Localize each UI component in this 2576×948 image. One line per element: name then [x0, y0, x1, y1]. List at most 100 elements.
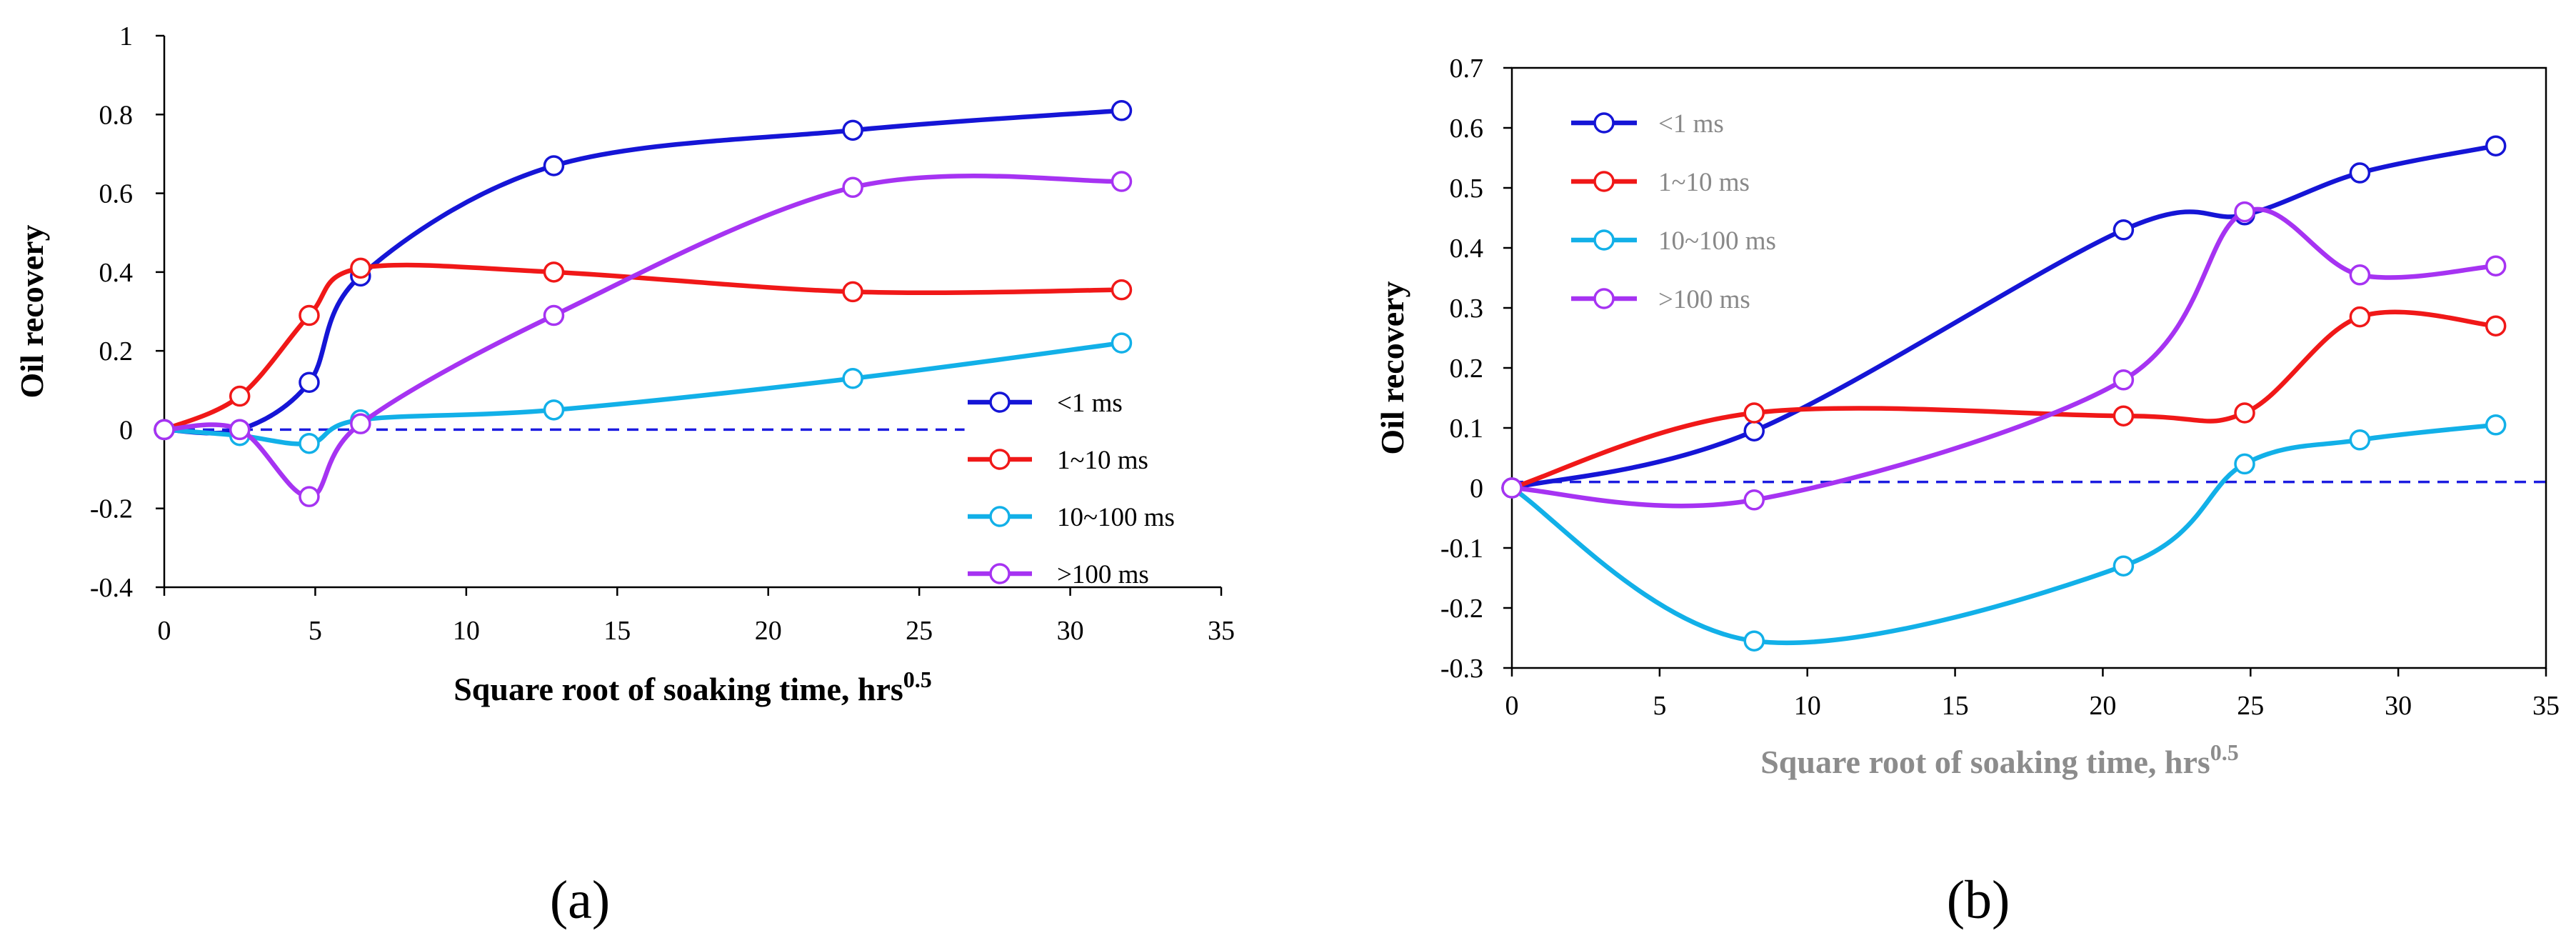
- data-point: [229, 419, 251, 441]
- data-point: [842, 281, 863, 303]
- data-point: [299, 371, 320, 394]
- plot-frame: [1510, 66, 2547, 669]
- legend-swatch-marker: [1593, 288, 1615, 309]
- y-tick-label: 0.4: [99, 258, 134, 288]
- legend-swatch-marker: [989, 391, 1011, 413]
- data-point: [2349, 429, 2371, 451]
- y-tick-label: 0: [119, 415, 133, 445]
- data-point: [2113, 369, 2135, 391]
- y-tick-label: 0: [1470, 474, 1483, 504]
- y-axis-title: Oil recovery: [14, 224, 50, 398]
- legend-label: 10~100 ms: [1057, 503, 1175, 532]
- chart-panel-b: -0.3 -0.2 -0.1 0 0.1 0.2 0.3 0.4 0.5 0.6 0.7 0 5 10 15…: [1374, 54, 2560, 930]
- x-axis-title-superscript: 0.5: [2210, 739, 2239, 765]
- panel-label: (a): [550, 870, 610, 930]
- data-point: [2113, 219, 2135, 241]
- legend-label: 1~10 ms: [1658, 168, 1750, 197]
- legend-label: 1~10 ms: [1057, 446, 1148, 475]
- legend-entry: 1~10 ms: [1571, 168, 1750, 197]
- data-point: [229, 385, 251, 407]
- data-point: [1111, 100, 1133, 121]
- data-point: [1111, 171, 1133, 192]
- x-tick-label: 20: [755, 616, 782, 646]
- y-tick-label: -0.2: [90, 494, 133, 524]
- x-tick-label: 15: [603, 616, 631, 646]
- legend-entry: >100 ms: [1571, 285, 1750, 314]
- data-point: [299, 432, 320, 454]
- x-tick-label: 30: [2385, 691, 2412, 721]
- data-point: [543, 304, 565, 326]
- series-line: [1509, 422, 2498, 645]
- series-line: [161, 262, 1124, 432]
- y-tick-label: 0.8: [99, 100, 134, 130]
- legend-label: <1 ms: [1057, 389, 1123, 418]
- legend-entry: 10~100 ms: [968, 503, 1175, 532]
- x-tick-label: 35: [2532, 691, 2560, 721]
- legend-entry: 1~10 ms: [968, 446, 1148, 475]
- x-tick-label: 25: [2237, 691, 2264, 721]
- y-axis-title: Oil recovery: [1374, 281, 1410, 454]
- legend-entry: <1 ms: [1571, 109, 1724, 139]
- y-tick-label: 1: [119, 21, 133, 51]
- x-tick-label: 0: [158, 616, 171, 646]
- y-tick-label: 0.2: [1450, 354, 1484, 384]
- panel-label: (b): [1947, 870, 2010, 930]
- legend-label: 10~100 ms: [1658, 226, 1776, 256]
- data-point: [1111, 332, 1133, 354]
- data-point: [842, 119, 863, 141]
- y-tick-label: -0.2: [1440, 594, 1483, 624]
- legend-swatch-marker: [1593, 112, 1615, 134]
- y-tick-label: 0.7: [1450, 54, 1484, 84]
- data-point: [2349, 306, 2371, 328]
- data-point: [2234, 453, 2255, 475]
- chart-panel-a: -0.4-0.200.20.40.60.810 5 10 15 20 25 30 35<1 m…: [14, 21, 1235, 930]
- y-tick-label: -0.3: [1440, 654, 1483, 684]
- legend-label: >100 ms: [1658, 285, 1750, 314]
- y-tick-label: 0.6: [1450, 114, 1484, 144]
- data-point: [350, 413, 371, 434]
- data-point: [1111, 279, 1133, 301]
- series-line: [161, 174, 1124, 499]
- legend-entry: >100 ms: [968, 560, 1149, 589]
- data-point: [2485, 315, 2507, 336]
- series-1: [154, 257, 1133, 441]
- series-2: [1501, 414, 2507, 652]
- y-tick-label: -0.4: [90, 573, 133, 603]
- x-tick-label: 15: [1942, 691, 1969, 721]
- y-tick-label: 0.3: [1450, 294, 1484, 324]
- data-point: [2234, 201, 2255, 223]
- x-tick-label: 0: [1505, 691, 1519, 721]
- y-tick-label: -0.1: [1440, 534, 1483, 564]
- series-line: [161, 340, 1124, 446]
- series-3: [154, 171, 1133, 507]
- data-point: [2349, 162, 2371, 184]
- data-point: [2485, 414, 2507, 436]
- data-point: [299, 304, 320, 326]
- data-point: [543, 399, 565, 421]
- series-1: [1501, 306, 2507, 499]
- y-tick-label: 0.1: [1450, 414, 1484, 444]
- data-point: [154, 419, 175, 441]
- data-point: [1743, 402, 1765, 424]
- data-point: [842, 176, 863, 199]
- x-tick-label: 20: [2089, 691, 2116, 721]
- x-axis-title: Square root of soaking time, hrs0.5: [1760, 739, 2239, 780]
- data-point: [2234, 402, 2255, 424]
- x-tick-label: 30: [1057, 616, 1084, 646]
- y-tick-label: 0.2: [99, 336, 134, 366]
- data-point: [2349, 264, 2371, 286]
- data-point: [1501, 477, 1523, 499]
- series-line: [161, 108, 1124, 436]
- legend-label: <1 ms: [1658, 109, 1724, 139]
- data-point: [2485, 255, 2507, 276]
- data-point: [2113, 405, 2135, 426]
- legend-swatch-marker: [1593, 229, 1615, 251]
- data-point: [1743, 489, 1765, 511]
- data-point: [2113, 555, 2135, 577]
- x-tick-label: 5: [309, 616, 322, 646]
- x-tick-label: 35: [1208, 616, 1235, 646]
- x-axis-title-text: Square root of soaking time, hrs: [1760, 744, 2210, 780]
- data-point: [1743, 630, 1765, 652]
